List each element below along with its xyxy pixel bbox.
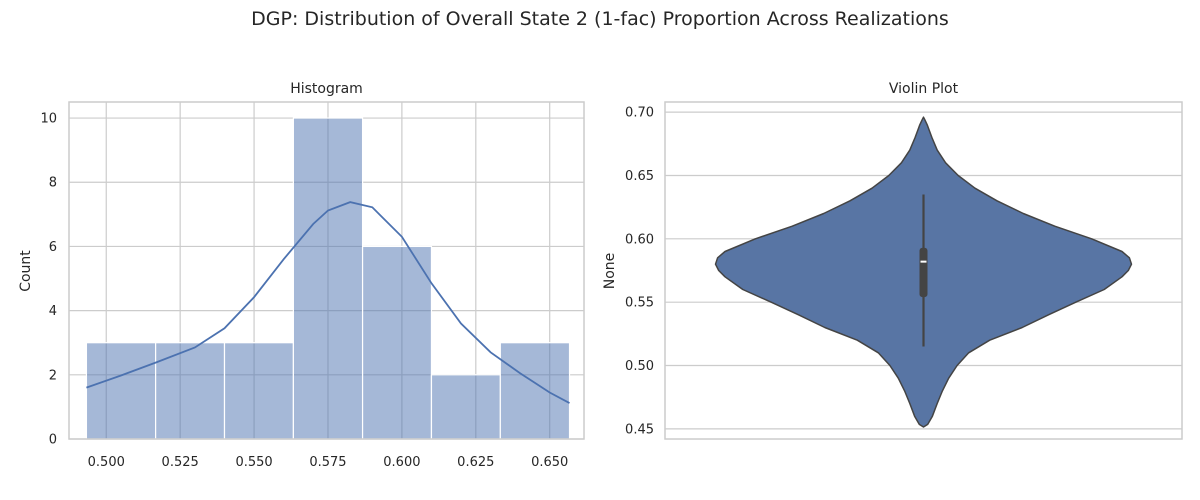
histogram-x-tick-label: 0.600 (383, 455, 420, 470)
histogram-x-tick-label: 0.625 (457, 455, 494, 470)
histogram-y-tick-label: 2 (49, 368, 57, 383)
violin-y-tick-label: 0.55 (625, 296, 654, 311)
histogram-y-tick-label: 4 (49, 304, 57, 319)
histogram-x-tick-label: 0.525 (162, 455, 199, 470)
histogram-title: Histogram (290, 81, 363, 97)
histogram-bars (85, 117, 571, 440)
violin-y-tick-label: 0.60 (625, 232, 654, 247)
histogram-bar (361, 245, 433, 440)
histogram-x-tick-label: 0.550 (235, 455, 272, 470)
histogram-y-axis-label: Count (18, 250, 34, 292)
violin-y-axis-label: None (602, 253, 618, 290)
violin-y-tick-label: 0.50 (625, 359, 654, 374)
violin-title: Violin Plot (889, 81, 959, 97)
histogram-x-tick-label: 0.575 (309, 455, 346, 470)
violin-frame (664, 101, 1183, 440)
violin-panel: Violin Plot None 0.45 0.50 0.55 0.60 0.65 0.7… (602, 81, 1183, 440)
histogram-x-tick-label: 0.500 (88, 455, 125, 470)
violin-body-group (714, 116, 1133, 428)
histogram-y-tick-label: 0 (49, 433, 57, 448)
histogram-kde-curve-group (86, 201, 570, 404)
figure-title: DGP: Distribution of Overall State 2 (1-… (251, 8, 949, 30)
histogram-y-ticks: 0 2 4 6 8 10 (40, 112, 57, 448)
histogram-y-tick-label: 6 (49, 240, 57, 255)
histogram-bar (155, 342, 226, 440)
histogram-x-tick-label: 0.650 (531, 455, 568, 470)
histogram-bar (85, 342, 157, 440)
violin-y-ticks: 0.45 0.50 0.55 0.60 0.65 0.70 (625, 106, 654, 438)
histogram-y-tick-label: 8 (49, 176, 57, 191)
kde-curve (86, 201, 570, 404)
histogram-bar (430, 374, 501, 440)
histogram-bar (223, 342, 294, 440)
violin-y-tick-label: 0.70 (625, 106, 654, 121)
histogram-bar (292, 117, 364, 440)
histogram-y-tick-label: 10 (40, 112, 57, 127)
violin-y-tick-label: 0.45 (625, 422, 654, 437)
violin-y-tick-label: 0.65 (625, 169, 654, 184)
violin-iqr-box (919, 247, 928, 298)
histogram-bar (499, 342, 571, 440)
histogram-x-ticks: 0.500 0.525 0.550 0.575 0.600 0.625 0.650 (88, 455, 569, 470)
histogram-panel: Histogram Count 0.500 0.525 0.550 0.575 0.60… (18, 81, 585, 470)
histogram-frame (68, 101, 585, 440)
